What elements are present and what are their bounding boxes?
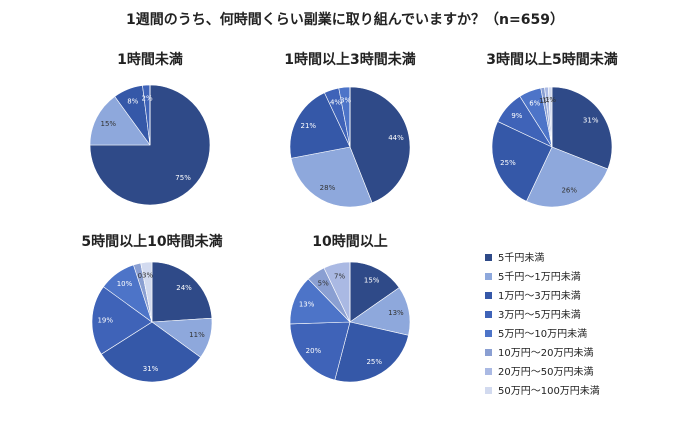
pie-slice	[289, 321, 351, 381]
pie-slice	[151, 261, 213, 323]
pie-slice	[289, 92, 351, 159]
value-label: 44%	[388, 134, 404, 142]
value-label: 3%	[340, 96, 351, 104]
legend-label: 20万円〜50万円未満	[498, 366, 593, 378]
legend-swatch	[485, 349, 492, 356]
pie-title: 3時間以上5時間未満	[486, 51, 617, 68]
legend-swatch	[485, 311, 492, 318]
pie-title: 10時間以上	[312, 233, 387, 250]
value-label: 75%	[175, 174, 191, 182]
value-label: 8%	[127, 97, 138, 105]
pie-title: 5時間以上10時間未満	[81, 233, 222, 250]
legend-swatch	[485, 292, 492, 299]
pie-title: 1時間未満	[117, 51, 183, 68]
value-label: 6%	[529, 99, 540, 107]
value-label: 21%	[301, 122, 317, 130]
value-label: 4%	[330, 98, 341, 106]
legend-swatch	[485, 273, 492, 280]
value-label: 1%	[539, 97, 550, 105]
value-label: 26%	[561, 187, 577, 195]
value-label: 3%	[142, 271, 153, 279]
value-label: 24%	[176, 284, 192, 292]
legend-label: 5千円未満	[498, 252, 544, 264]
pie-slice	[547, 86, 553, 148]
legend-swatch	[485, 330, 492, 337]
value-label: 5%	[318, 280, 329, 288]
value-label: 31%	[583, 117, 599, 125]
legend-label: 1万円〜3万円未満	[498, 290, 581, 302]
pie-slice	[140, 261, 153, 323]
pie-slice	[334, 321, 409, 383]
legend-label: 5千円〜1万円未満	[498, 271, 581, 283]
pie-slice	[551, 86, 613, 170]
legend-swatch	[485, 254, 492, 261]
value-label: 7%	[334, 272, 345, 280]
pie-slice	[349, 261, 400, 323]
pie-slice	[491, 121, 553, 202]
legend-swatch	[485, 387, 492, 394]
pie-title: 1時間以上3時間未満	[284, 51, 415, 68]
pie-slice	[290, 146, 373, 208]
legend-label: 10万円〜20万円未満	[498, 347, 593, 359]
legend-label: 5万円〜10万円未満	[498, 328, 587, 340]
pie-slice	[89, 84, 211, 206]
value-label: 1%	[542, 96, 553, 104]
value-label: 13%	[388, 309, 404, 317]
value-label: 28%	[320, 184, 336, 192]
value-label: 19%	[97, 317, 113, 325]
value-label: 25%	[366, 358, 382, 366]
legend-label: 3万円〜5万円未満	[498, 309, 581, 321]
value-label: 20%	[306, 347, 322, 355]
value-label: 11%	[189, 331, 205, 339]
value-label: 10%	[117, 280, 133, 288]
legend-swatch	[485, 368, 492, 375]
value-label: 15%	[101, 120, 117, 128]
legend-label: 50万円〜100万円未満	[498, 385, 600, 397]
value-label: 2%	[142, 94, 153, 102]
value-label: 1%	[545, 96, 556, 104]
pie-slice	[100, 321, 201, 383]
pie-slice	[91, 286, 153, 355]
main-title: 1週間のうち、何時間くらい副業に取り組んでいますか？（n=659）	[126, 11, 564, 28]
value-label: 15%	[364, 277, 380, 285]
value-label: 9%	[511, 112, 522, 120]
value-label: 31%	[143, 365, 159, 373]
value-label: 25%	[500, 159, 516, 167]
pie-slice	[526, 146, 609, 208]
value-label: 13%	[299, 300, 315, 308]
pie-slice	[349, 86, 411, 204]
pie-slice	[89, 96, 151, 146]
